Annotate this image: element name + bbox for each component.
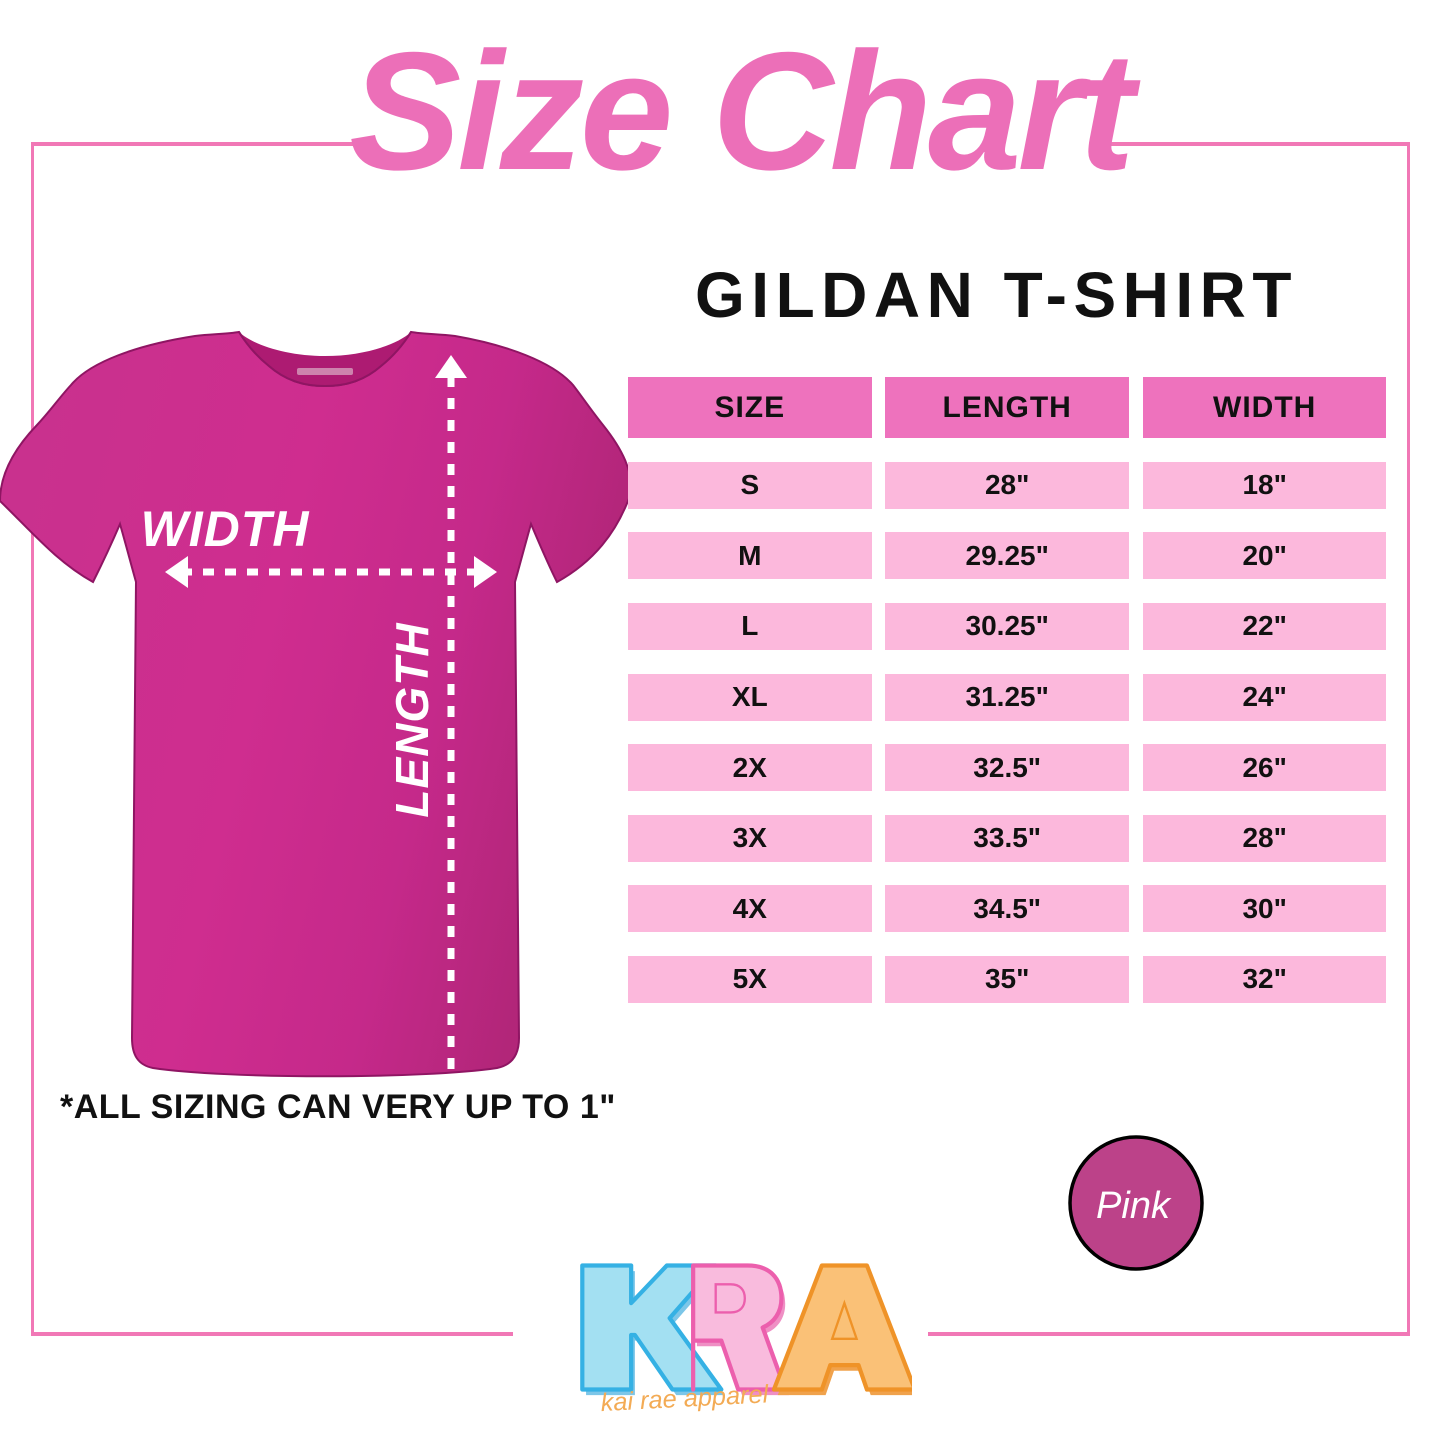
svg-text:Pink: Pink <box>1096 1185 1172 1227</box>
